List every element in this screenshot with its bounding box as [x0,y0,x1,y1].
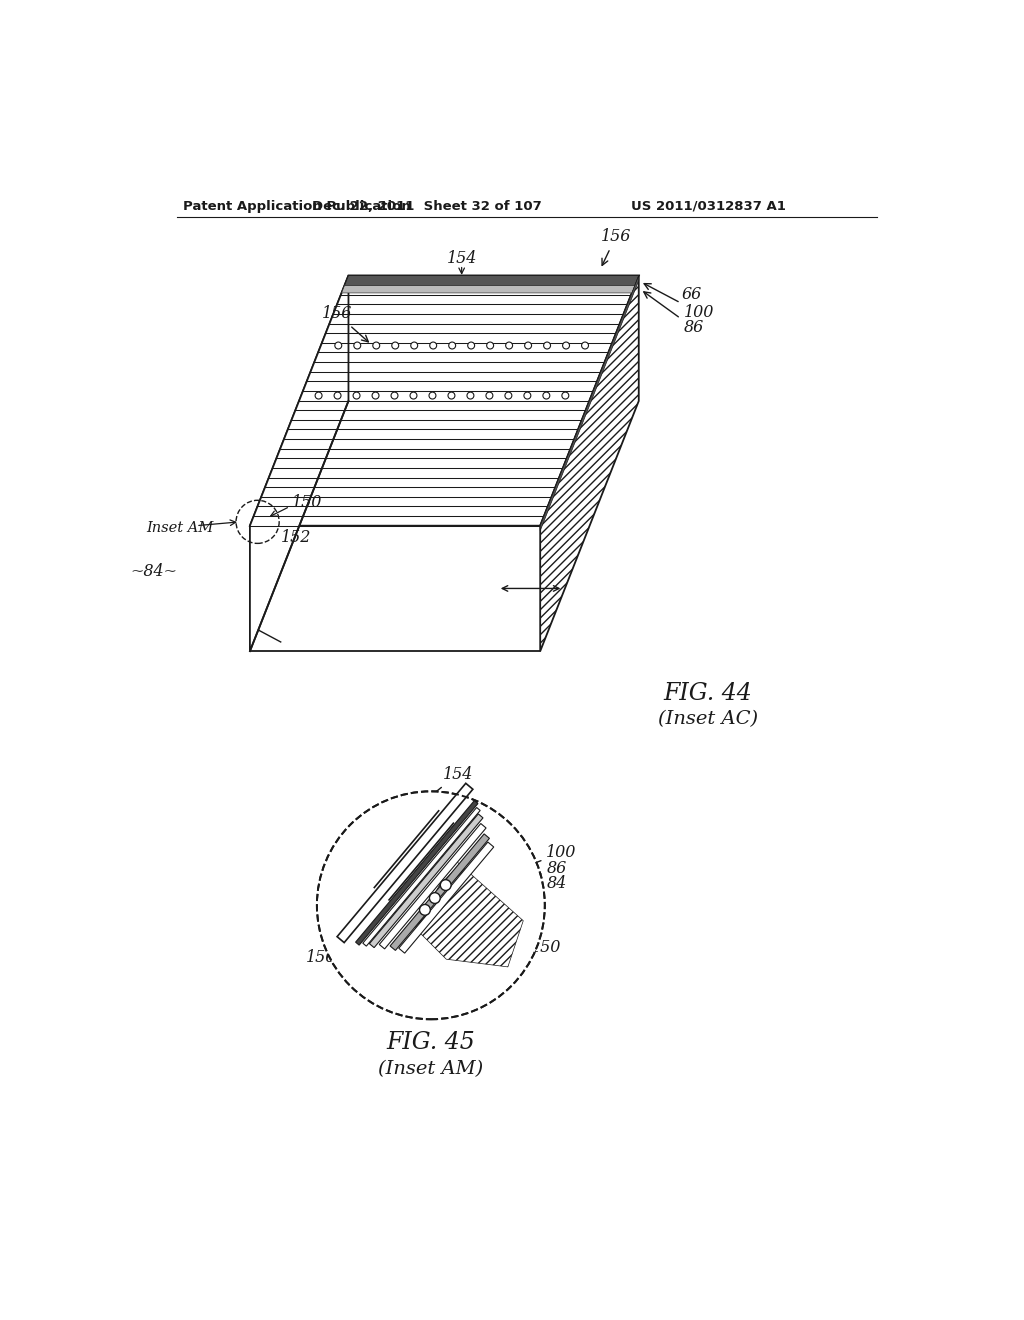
Text: 156: 156 [322,305,369,342]
Text: 84: 84 [503,875,566,902]
Circle shape [468,342,474,348]
Polygon shape [379,824,486,949]
Text: 152: 152 [419,883,450,900]
Circle shape [334,392,341,399]
Circle shape [429,392,436,399]
Circle shape [411,342,418,348]
Circle shape [430,342,436,348]
Circle shape [544,342,551,348]
Circle shape [543,392,550,399]
Text: 100: 100 [504,845,577,875]
Circle shape [582,342,589,348]
Circle shape [429,892,440,903]
Text: 154: 154 [446,249,477,267]
Circle shape [447,392,455,399]
Text: 86: 86 [504,859,566,888]
Polygon shape [344,276,639,285]
Text: 86: 86 [644,292,703,337]
Polygon shape [541,276,639,651]
Circle shape [353,392,360,399]
Polygon shape [250,276,639,525]
Polygon shape [342,285,635,293]
Circle shape [562,392,568,399]
Text: 156: 156 [600,228,631,265]
Polygon shape [416,859,523,966]
Text: Patent Application Publication: Patent Application Publication [183,199,411,213]
Circle shape [562,342,569,348]
Circle shape [449,342,456,348]
Circle shape [316,792,545,1019]
Circle shape [391,392,398,399]
Text: FIG. 45: FIG. 45 [386,1031,475,1053]
Polygon shape [337,783,473,942]
Text: US 2011/0312837 A1: US 2011/0312837 A1 [631,199,786,213]
Text: 150: 150 [292,494,323,511]
Circle shape [506,342,513,348]
Text: 154: 154 [403,766,473,818]
Circle shape [524,342,531,348]
Circle shape [467,392,474,399]
Polygon shape [250,276,348,651]
Circle shape [420,904,430,915]
Circle shape [505,392,512,399]
Circle shape [486,342,494,348]
Circle shape [373,342,380,348]
Circle shape [486,392,493,399]
Text: 66: 66 [681,286,701,304]
Text: (Inset AC): (Inset AC) [658,710,758,727]
Circle shape [315,392,322,399]
Polygon shape [390,834,489,950]
Text: 100: 100 [644,284,714,321]
Circle shape [372,392,379,399]
Text: Dec. 22, 2011  Sheet 32 of 107: Dec. 22, 2011 Sheet 32 of 107 [312,199,542,213]
Polygon shape [541,276,639,531]
Text: 151: 151 [381,960,412,977]
Polygon shape [398,842,494,953]
Text: 150: 150 [481,932,561,956]
Text: FIG. 44: FIG. 44 [664,682,753,705]
Circle shape [440,879,452,891]
Text: ~84~: ~84~ [130,564,177,581]
Circle shape [524,392,530,399]
Text: Inset AM: Inset AM [146,521,213,535]
Text: 156: 156 [306,949,337,966]
Circle shape [354,342,360,348]
Polygon shape [370,814,483,948]
Text: 153: 153 [438,979,469,997]
Polygon shape [362,808,480,946]
Text: 152: 152 [281,529,311,545]
Circle shape [392,342,398,348]
Text: (Inset AM): (Inset AM) [378,1060,483,1078]
Circle shape [335,342,342,348]
Circle shape [410,392,417,399]
Polygon shape [355,801,478,945]
